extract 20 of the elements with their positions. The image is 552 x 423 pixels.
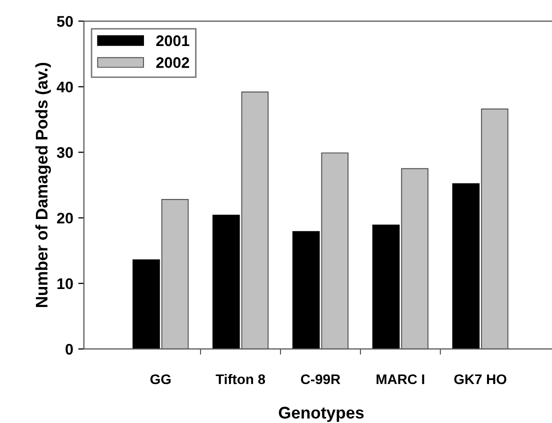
y-tick-label: 10 xyxy=(57,278,73,290)
x-axis-title: Genotypes xyxy=(278,406,364,422)
x-tick-label: GK7 HO xyxy=(454,374,506,384)
bar xyxy=(132,259,160,349)
y-axis-title: Number of Damaged Pods (av.) xyxy=(35,62,51,307)
y-tick-label: 0 xyxy=(66,344,73,355)
bar xyxy=(372,224,400,349)
legend-label: 2001 xyxy=(156,35,190,46)
x-tick-label: C-99R xyxy=(300,374,340,384)
x-tick-label: GG xyxy=(150,374,171,384)
legend-label: 2002 xyxy=(156,57,190,68)
bar xyxy=(292,231,320,349)
y-tick-label: 30 xyxy=(56,147,73,158)
x-tick-label: Tifton 8 xyxy=(216,374,266,384)
x-tick-label: MARC I xyxy=(376,374,424,384)
y-tick-label: 20 xyxy=(57,212,73,224)
bar xyxy=(212,214,240,349)
bar xyxy=(452,183,480,349)
y-tick-label: 40 xyxy=(56,82,73,92)
y-tick-label: 50 xyxy=(56,16,73,27)
